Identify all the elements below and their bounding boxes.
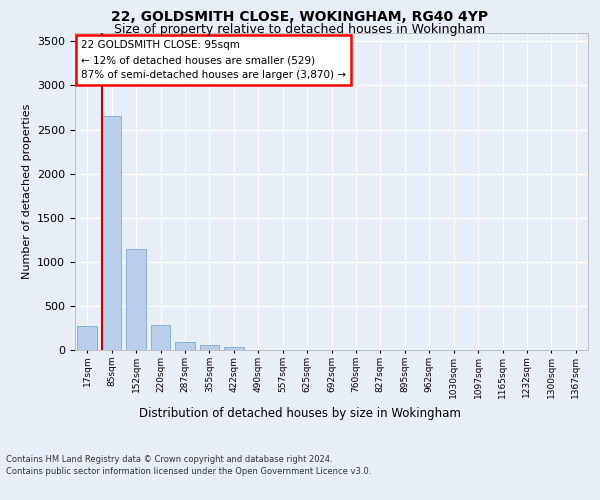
Text: Size of property relative to detached houses in Wokingham: Size of property relative to detached ho… xyxy=(115,22,485,36)
Text: Contains HM Land Registry data © Crown copyright and database right 2024.: Contains HM Land Registry data © Crown c… xyxy=(6,455,332,464)
Bar xyxy=(127,250,146,350)
Y-axis label: Number of detached properties: Number of detached properties xyxy=(22,104,32,279)
Bar xyxy=(175,342,194,350)
Text: 22, GOLDSMITH CLOSE, WOKINGHAM, RG40 4YP: 22, GOLDSMITH CLOSE, WOKINGHAM, RG40 4YP xyxy=(112,10,488,24)
Text: Contains public sector information licensed under the Open Government Licence v3: Contains public sector information licen… xyxy=(6,467,371,476)
Bar xyxy=(102,116,121,350)
Bar xyxy=(77,326,97,350)
Bar xyxy=(224,347,244,350)
Text: 22 GOLDSMITH CLOSE: 95sqm
← 12% of detached houses are smaller (529)
87% of semi: 22 GOLDSMITH CLOSE: 95sqm ← 12% of detac… xyxy=(81,40,346,80)
Bar xyxy=(200,345,219,350)
Bar xyxy=(151,325,170,350)
Text: Distribution of detached houses by size in Wokingham: Distribution of detached houses by size … xyxy=(139,408,461,420)
